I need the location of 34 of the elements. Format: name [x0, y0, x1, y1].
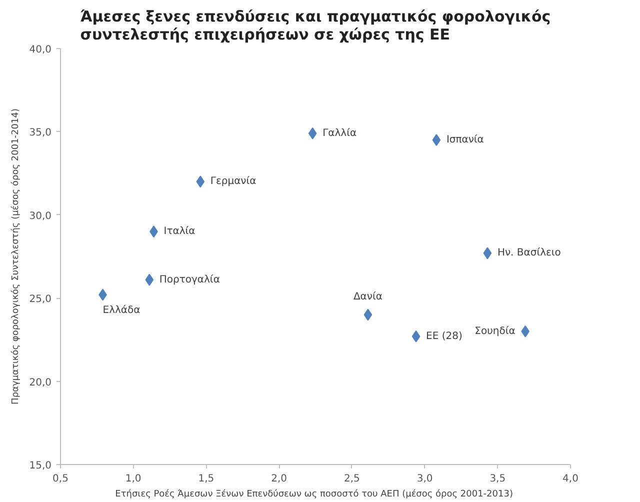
y-tick-label: 40,0: [29, 44, 52, 56]
x-tick-label: 2,5: [344, 474, 360, 484]
x-tick-label: 2,0: [271, 474, 288, 484]
x-axis-title: Ετήσιες Ροές Άμεσων Ξένων Επενδύσεων ως ποσοστό του ΑΕΠ (μέσος όρος 2001-2013): [115, 488, 513, 500]
x-tick-label: 4,0: [562, 474, 578, 484]
point: [432, 134, 441, 146]
point: [483, 247, 492, 260]
x-tick-label: 1,5: [198, 474, 214, 484]
x-tick-label: 3,5: [490, 474, 506, 484]
x-tick-label: 3,0: [416, 474, 433, 484]
annotation: ΕΕ (28): [426, 330, 462, 342]
y-tick-label: 30,0: [29, 210, 52, 222]
annotation: Ελλάδα: [102, 304, 141, 316]
y-axis-title: Πραγματικός φορολογικός Συντελεστής (μέσος όρος 2001-2014): [10, 108, 22, 404]
y-tick-label: 25,0: [29, 294, 52, 306]
point: [196, 176, 205, 188]
point: [364, 308, 372, 321]
annotation: Ιταλία: [164, 226, 196, 238]
y-tick-label: 20,0: [29, 377, 52, 388]
point: [308, 127, 317, 140]
annotation: Σουηδία: [474, 326, 516, 337]
x-tick-label: 0,5: [52, 474, 68, 484]
annotation: Δανία: [353, 292, 383, 303]
annotation: Γερμανία: [210, 176, 257, 188]
annotation: Πορτογαλία: [159, 274, 220, 286]
annotation: Γαλλία: [322, 128, 357, 139]
annotation: Ην. Βασίλειο: [497, 248, 561, 259]
x-tick-label: 1,0: [125, 474, 142, 484]
annotation: Ισπανία: [446, 134, 484, 146]
point: [412, 330, 420, 342]
chart-title: Άμεσες ξενες επενδύσεις και πραγματικός φορολογικός συντελεστής επιχειρήσεων σε χώρες της ΕΕ: [80, 8, 551, 44]
point: [145, 274, 154, 286]
y-tick-label: 15,0: [29, 460, 52, 472]
y-tick-label: 35,0: [29, 128, 52, 139]
